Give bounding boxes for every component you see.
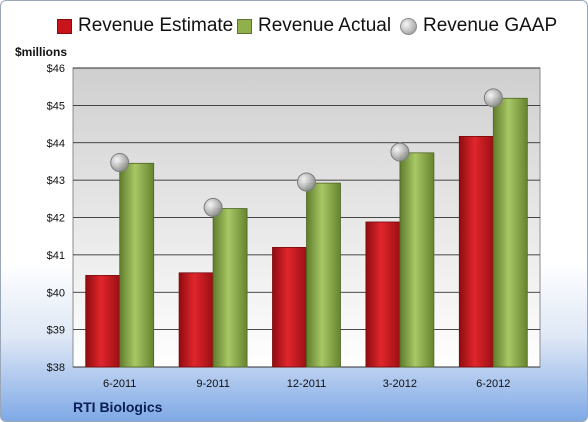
bar-revenue-actual	[306, 182, 341, 368]
y-tick-label: $42	[47, 213, 65, 225]
y-tick-label: $46	[47, 63, 65, 75]
bar-revenue-estimate	[365, 221, 401, 368]
legend-item-gaap: Revenue GAAP	[400, 15, 557, 37]
marker-revenue-gaap	[297, 172, 316, 192]
x-tick-label: 3-2012	[383, 378, 417, 390]
y-axis-label: $millions	[15, 45, 68, 59]
marker-revenue-gaap	[110, 153, 130, 173]
bar-revenue-actual	[212, 208, 248, 368]
legend-label-actual: Revenue Actual	[258, 15, 392, 36]
y-tick-label: $39	[47, 325, 65, 337]
y-tick-label: $44	[47, 138, 65, 150]
y-tick-label: $41	[47, 250, 65, 262]
x-tick-label: 6-2011	[103, 378, 136, 390]
y-tick-label: $43	[47, 175, 65, 187]
legend-swatch-actual	[237, 18, 252, 34]
bar-revenue-estimate	[458, 135, 494, 368]
chart-legend: Revenue Estimate Revenue Actual Revenue …	[1, 15, 587, 41]
company-name: RTI Biologics	[73, 399, 163, 415]
bar-revenue-actual	[399, 152, 435, 368]
y-tick-label: $38	[47, 362, 65, 374]
marker-revenue-gaap	[390, 142, 410, 162]
bars	[85, 97, 528, 368]
legend-label-gaap: Revenue GAAP	[423, 15, 558, 36]
legend-swatch-estimate	[57, 18, 72, 34]
bar-revenue-estimate	[272, 246, 307, 368]
bar-revenue-estimate	[85, 275, 121, 368]
x-tick-label: 9-2011	[196, 378, 229, 390]
marker-revenue-gaap	[203, 197, 223, 217]
legend-label-estimate: Revenue Estimate	[78, 15, 234, 36]
y-tick-label: $45	[47, 100, 65, 112]
x-tick-label: 6-2012	[476, 378, 510, 390]
bar-revenue-actual	[119, 162, 155, 368]
gaap-markers	[110, 88, 503, 217]
legend-item-estimate: Revenue Estimate	[57, 15, 233, 37]
x-tick-label: 12-2011	[287, 378, 327, 390]
legend-item-actual: Revenue Actual	[237, 15, 391, 37]
y-tick-labels: $38 $39 $40 $41 $42 $43 $44 $45 $46	[47, 63, 65, 374]
legend-swatch-gaap	[400, 17, 417, 35]
y-tick-label: $40	[47, 287, 65, 299]
marker-revenue-gaap	[483, 88, 503, 108]
bar-revenue-estimate	[178, 272, 214, 368]
bar-revenue-actual	[492, 97, 528, 368]
x-tick-labels: 6-2011 9-2011 12-2011 3-2012 6-2012	[103, 378, 510, 390]
